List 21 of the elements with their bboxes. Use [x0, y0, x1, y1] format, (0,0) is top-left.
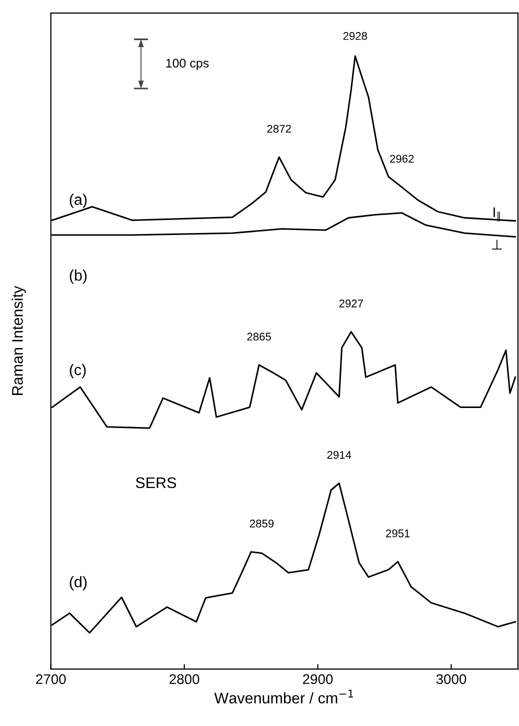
x-axis-title: Wavenumber / cm$^{−1}$: [214, 690, 354, 704]
annotation: SERS: [136, 477, 176, 488]
text: (b): [70, 270, 87, 284]
annotation: 2859: [250, 520, 274, 528]
annotation: 2872: [267, 124, 291, 133]
x-tick-label: 2800: [170, 674, 200, 684]
annotation: ⊥: [492, 240, 502, 250]
x-tick-label: 2900: [303, 674, 333, 684]
x-tick-label: 3000: [436, 674, 466, 684]
annotation: 2865: [247, 332, 271, 341]
series-label: (a): [70, 194, 87, 208]
series-label: (d): [70, 576, 87, 590]
annotation: 2914: [327, 450, 352, 459]
annotation: 2951: [386, 529, 410, 538]
series-label: (c): [70, 364, 86, 378]
y-axis-title: Raman Intensity: [12, 286, 26, 395]
annotation: 2928: [343, 32, 368, 40]
annotation: 100 cps: [166, 58, 209, 70]
x-tick-label: 2700: [36, 674, 66, 684]
annotation: 2927: [339, 300, 363, 308]
annotation: 2962: [390, 154, 414, 163]
